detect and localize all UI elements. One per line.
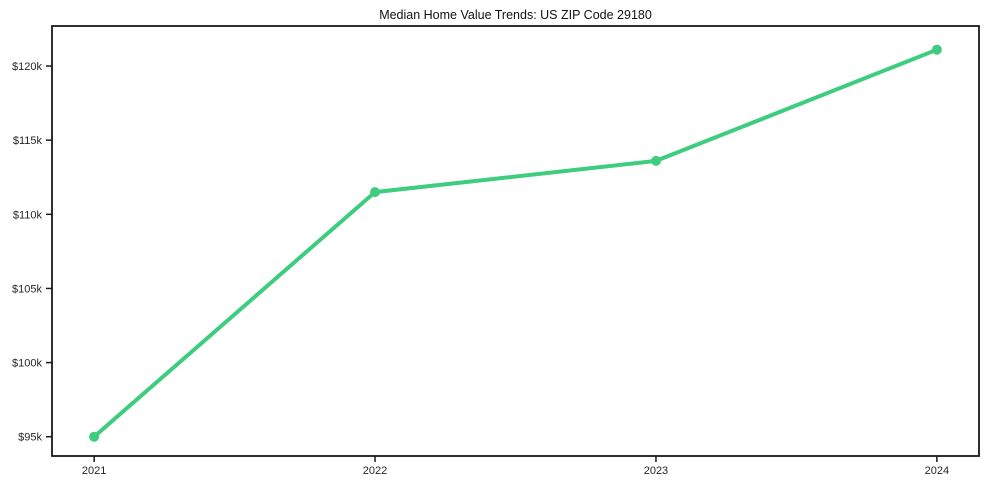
- y-axis-tick-label: $105k: [12, 283, 42, 295]
- data-point-marker: [89, 431, 100, 442]
- data-point-marker: [370, 187, 380, 198]
- plot-border: [51, 25, 980, 457]
- x-axis-tick-label: 2021: [82, 465, 106, 477]
- data-point-marker: [651, 155, 661, 166]
- data-point-marker: [931, 44, 942, 55]
- x-axis-tick-label: 2024: [925, 465, 949, 477]
- y-axis-tick-label: $120k: [12, 61, 42, 73]
- y-axis-tick-label: $115k: [13, 135, 43, 147]
- trend-line: [92, 47, 939, 439]
- x-axis-tick-label: 2023: [644, 465, 668, 477]
- y-axis-tick-label: $110k: [13, 209, 43, 221]
- y-axis-tick-label: $100k: [12, 358, 42, 370]
- chart-title: Median Home Value Trends: US ZIP Code 29…: [379, 8, 652, 22]
- y-axis-tick-label: $95k: [18, 432, 42, 444]
- x-axis-tick-label: 2022: [363, 465, 387, 477]
